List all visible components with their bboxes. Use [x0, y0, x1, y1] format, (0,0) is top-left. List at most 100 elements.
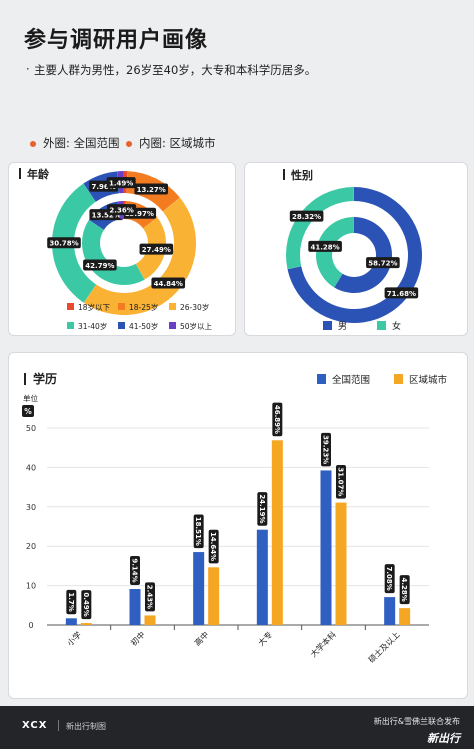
age-label-0-1-text: 13.27% — [137, 186, 166, 194]
bar-label-1-5: 4.28% — [399, 575, 410, 605]
x-tick-label-3: 大专 — [256, 629, 274, 647]
age-label-0-3: 30.78% — [47, 237, 81, 249]
bar-1-3 — [271, 440, 283, 625]
bar-label-box-1-4 — [336, 464, 346, 499]
bar-label-box-1-0 — [81, 590, 92, 620]
gender-label-0-0-text: 71.68% — [387, 290, 416, 298]
x-tick-label-5: 硕士及以上 — [366, 629, 401, 664]
x-tick-label-0: 小学 — [65, 629, 83, 647]
x-tick-label-2: 高中 — [192, 629, 210, 647]
bar-label-0-0: 1.7% — [66, 589, 77, 615]
bar-label-box-1-3 — [272, 402, 283, 437]
bar-0-5 — [384, 597, 396, 625]
gender-slice-1-0 — [334, 217, 392, 293]
gender-label-1-0: 58.72% — [366, 257, 400, 269]
age-label-1-2-box — [139, 243, 174, 255]
age-label-1-1-text: 13.97% — [125, 210, 154, 218]
bar-label-text-1-5: 4.28% — [400, 577, 408, 601]
age-slice-0-3 — [52, 183, 97, 303]
bar-label-text-0-2: 18.51% — [194, 517, 202, 546]
age-legend-label-3: 31-40岁 — [78, 321, 107, 331]
footer: XCX 新出行制图 新出行&雪佛兰联合发布 新出行 — [0, 706, 474, 749]
bar-label-text-1-0: 0.49% — [82, 592, 90, 616]
age-legend-label-1: 18-25岁 — [129, 302, 158, 312]
bar-label-box-0-0 — [66, 589, 77, 615]
bar-label-1-4: 31.07% — [336, 464, 346, 499]
bar-1-1 — [144, 615, 156, 625]
age-label-1-5: 2.36% — [107, 204, 137, 216]
gender-slice-1-1 — [316, 217, 354, 288]
bar-0-1 — [129, 588, 141, 625]
footer-logo-right: 新出行 — [427, 732, 460, 745]
age-legend-swatch-1 — [118, 303, 125, 310]
gender-legend-swatch-0 — [323, 321, 332, 330]
bar-label-text-0-3: 24.19% — [258, 494, 266, 523]
bar-0-3 — [256, 529, 268, 625]
y-tick-label-4: 40 — [26, 463, 36, 472]
age-legend-swatch-2 — [169, 303, 176, 310]
bar-label-1-0: 0.49% — [81, 590, 92, 620]
y-tick-label-2: 20 — [26, 542, 36, 551]
age-label-1-2: 27.49% — [139, 243, 174, 255]
age-label-0-5: 1.49% — [106, 177, 136, 189]
age-legend-swatch-4 — [118, 322, 125, 329]
gender-label-0-1-box — [289, 210, 324, 222]
bar-label-0-1: 9.14% — [130, 555, 140, 585]
gender-label-0-1-text: 28.32% — [292, 213, 321, 221]
bar-label-0-2: 18.51% — [193, 514, 204, 549]
bar-0-2 — [193, 552, 205, 625]
age-label-1-3: 42.79% — [83, 259, 117, 271]
age-slice-1-3 — [82, 219, 145, 285]
gender-legend-label-0: 男 — [338, 321, 347, 332]
age-label-0-5-box — [106, 177, 136, 189]
age-label-1-3-box — [83, 259, 117, 271]
bar-1-5 — [399, 608, 411, 625]
education-title-bar — [24, 373, 26, 385]
footer-publisher: 新出行&雪佛兰联合发布 — [373, 717, 460, 726]
bar-label-box-0-1 — [130, 555, 140, 585]
bar-label-text-0-0: 1.7% — [67, 592, 75, 611]
bar-label-0-5: 7.08% — [384, 564, 395, 594]
age-label-1-5-box — [107, 204, 137, 216]
age-legend-label-4: 41-50岁 — [129, 321, 158, 331]
age-label-0-2-box — [151, 277, 186, 289]
gender-slice-0-1 — [286, 187, 354, 270]
ring-legend-inner-label: 内圈: 区域城市 — [139, 136, 216, 150]
age-legend-label-2: 26-30岁 — [180, 302, 209, 312]
bar-label-text-1-4: 31.07% — [337, 467, 345, 496]
bullet-dot-icon — [30, 140, 36, 147]
age-legend-swatch-5 — [169, 322, 176, 329]
y-axis-unit-box — [22, 405, 34, 417]
gender-legend-swatch-1 — [377, 321, 386, 330]
gender-label-0-0: 71.68% — [384, 287, 419, 299]
legend-label-1: 区域城市 — [409, 374, 448, 386]
page-title: 参与调研用户画像 — [24, 28, 209, 53]
bar-label-box-1-1 — [145, 582, 155, 612]
age-label-0-4-text: 7.96% — [91, 183, 115, 191]
gender-label-0-1: 28.32% — [289, 210, 324, 222]
x-tick-label-1: 初中 — [129, 629, 147, 647]
footer-logo: XCX — [22, 720, 48, 731]
legend-label-0: 全国范围 — [332, 374, 370, 386]
bar-label-box-1-2 — [208, 529, 219, 564]
gender-panel-title: 性别 — [283, 169, 313, 182]
y-tick-label-0: 0 — [28, 621, 33, 630]
age-label-0-5-text: 1.49% — [109, 180, 133, 188]
age-panel-title: 年龄 — [19, 168, 49, 181]
bar-0-0 — [65, 618, 77, 625]
gender-legend-label-1: 女 — [392, 320, 401, 332]
education-title: 学历 — [33, 371, 57, 386]
y-axis-title: 单位 — [23, 393, 38, 403]
bar-label-box-0-3 — [257, 492, 268, 526]
age-label-1-4-text: 13.52% — [92, 212, 121, 220]
footer-brand: 新出行制图 — [66, 722, 106, 731]
bar-label-1-1: 2.43% — [145, 582, 155, 612]
bar-label-text-0-4: 39.23% — [322, 435, 330, 464]
age-label-0-1-box — [134, 183, 169, 195]
y-tick-label-3: 30 — [26, 503, 36, 512]
bar-1-4 — [335, 502, 347, 625]
age-legend-label-0: 18岁以下 — [78, 302, 111, 312]
gender-label-1-1-text: 41.28% — [311, 243, 340, 251]
ring-legend-outer-label: 外圈: 全国范围 — [43, 136, 120, 150]
bar-label-1-2: 14.64% — [208, 529, 219, 564]
